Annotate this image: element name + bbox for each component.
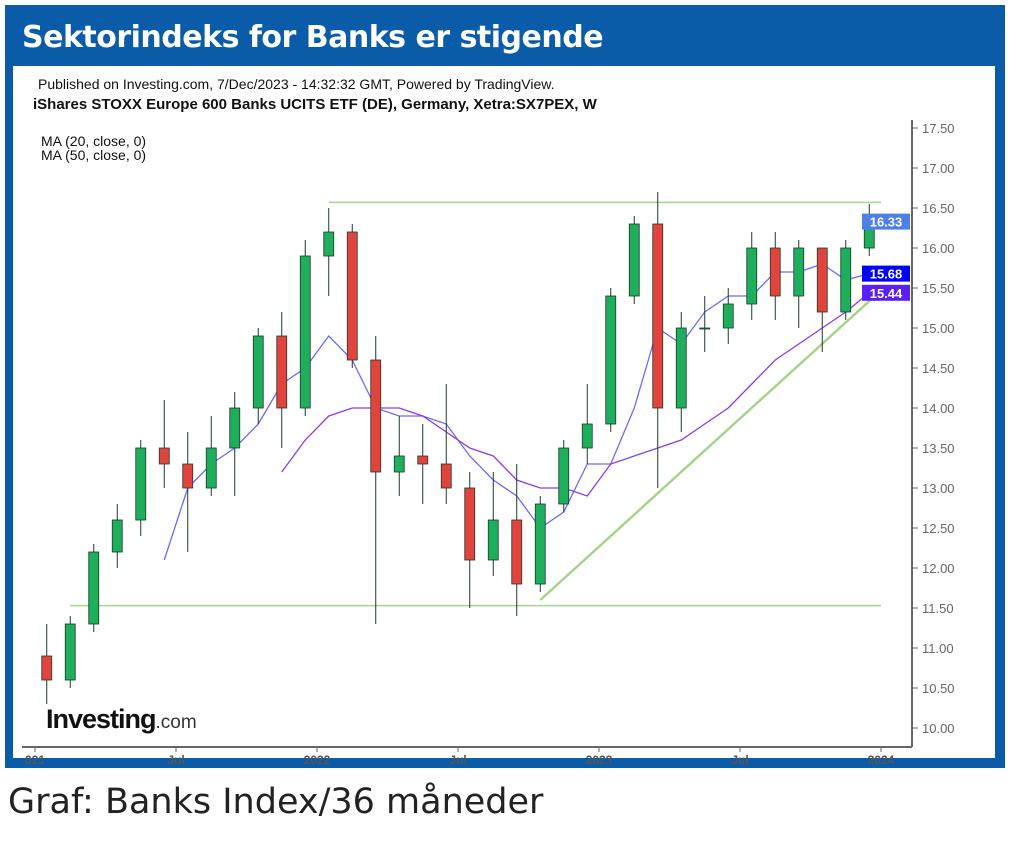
candle-body	[346, 231, 358, 361]
candle-body	[722, 303, 734, 329]
candle-body	[652, 223, 664, 409]
y-tick-label: 17.50	[922, 121, 955, 136]
price-label-box	[862, 265, 910, 282]
candle-body	[299, 255, 311, 409]
candle-body	[628, 223, 640, 297]
x-tick-label: 021	[25, 753, 45, 767]
candle-body	[487, 519, 499, 561]
candle-body	[417, 455, 429, 465]
x-tick-label: Jul	[731, 753, 748, 767]
caption: Graf: Banks Index/36 måneder	[8, 782, 544, 822]
candle-body	[746, 247, 758, 305]
candle-body	[699, 327, 711, 330]
candle-body	[393, 455, 405, 473]
candle-body	[111, 519, 123, 553]
investing-logo: Investing.com	[46, 704, 197, 734]
x-tick-label: Jul	[449, 753, 466, 767]
chart-title: iShares STOXX Europe 600 Banks UCITS ETF…	[33, 96, 597, 113]
candle-body	[793, 247, 805, 297]
candle-body	[182, 463, 194, 489]
y-tick-label: 14.50	[922, 361, 955, 376]
y-tick-label: 15.50	[922, 281, 955, 296]
y-tick-label: 12.50	[922, 521, 955, 536]
y-tick-label: 10.00	[922, 721, 955, 736]
y-tick-label: 16.00	[922, 241, 955, 256]
candle-body	[675, 327, 687, 409]
price-label: 15.68	[870, 267, 903, 282]
x-tick-label: Jul	[167, 753, 184, 767]
candlestick-chart: 17.50 17.00 16.50 16.00 15.50 15.00 14.50 14.00…	[22, 120, 955, 767]
chart-panel	[13, 66, 995, 758]
candle-body	[158, 447, 170, 465]
candle-body	[88, 551, 100, 625]
ma50-line	[281, 292, 870, 497]
price-label-box	[862, 284, 910, 301]
y-tick-label: 14.00	[922, 401, 955, 416]
x-tick-label: 2022	[304, 753, 331, 767]
candle-body	[370, 359, 382, 473]
candle-body	[64, 623, 76, 681]
y-tick-label: 11.00	[922, 641, 954, 656]
x-tick-label: 2024	[868, 753, 895, 767]
y-tick-label: 16.50	[922, 201, 955, 216]
candle-body	[816, 247, 828, 313]
candle-body	[840, 247, 852, 313]
candle-body	[558, 447, 570, 505]
y-tick-label: 15.00	[922, 321, 955, 336]
legend-ma50: MA (50, close, 0)	[41, 147, 147, 163]
y-tick-label: 13.50	[922, 441, 955, 456]
legend-ma20: MA (20, close, 0)	[41, 133, 147, 149]
y-tick-label: 13.00	[922, 481, 955, 496]
price-label: 15.44	[870, 286, 903, 301]
candle-body	[323, 231, 335, 257]
candle-body	[41, 655, 53, 681]
candle-body	[464, 487, 476, 561]
page-title: Sektorindeks for Banks er stigende	[22, 20, 604, 55]
candle-body	[581, 423, 593, 449]
y-tick-label: 17.00	[922, 161, 955, 176]
y-tick-label: 12.00	[922, 561, 955, 576]
y-tick-label: 11.50	[922, 601, 954, 616]
candle-body	[605, 295, 617, 425]
price-label: 16.33	[870, 215, 903, 230]
published-note: Published on Investing.com, 7/Dec/2023 -…	[38, 76, 555, 92]
candle-body	[769, 247, 781, 297]
candle-body	[229, 407, 241, 449]
candle-body	[534, 503, 546, 585]
x-tick-label: 2023	[586, 753, 613, 767]
trend-line	[539, 289, 882, 601]
candle-body	[252, 335, 264, 409]
candle-body	[135, 447, 147, 521]
candle-body	[276, 335, 288, 409]
y-tick-label: 10.50	[922, 681, 955, 696]
price-label-box	[862, 213, 910, 230]
candle-body	[205, 447, 217, 489]
candle-body	[440, 463, 452, 489]
candle-body	[511, 519, 523, 585]
